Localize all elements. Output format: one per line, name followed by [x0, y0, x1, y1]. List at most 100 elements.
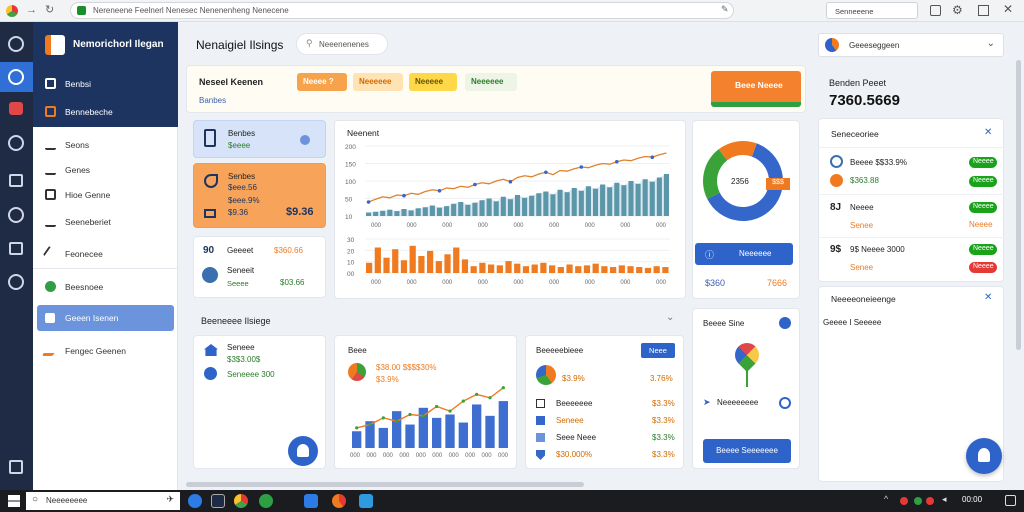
sidebar-item-3[interactable]: Genes — [33, 157, 178, 183]
sidebar-item-1[interactable]: Bennebeche — [33, 99, 178, 125]
back-icon[interactable]: → — [26, 4, 37, 16]
map-card-line: Neeeeeeee — [717, 398, 759, 407]
sidebar-item-9[interactable]: Fengec Geenen — [33, 338, 178, 364]
sidebar-item-5[interactable]: Seeneberiet — [33, 209, 178, 235]
search-input[interactable]: ⚲ Neeenenenes — [296, 33, 388, 55]
volume-icon[interactable]: ◂ — [942, 494, 947, 504]
bar — [618, 265, 625, 273]
horizontal-scrollbar[interactable] — [186, 482, 584, 487]
close-icon[interactable]: ✕ — [1003, 2, 1014, 16]
list-card-tag[interactable]: Neee — [641, 343, 675, 358]
app-icon[interactable] — [359, 494, 373, 508]
list-row-0-label: Beeeeeee — [556, 399, 593, 408]
bar — [479, 200, 485, 216]
analytics-icon[interactable] — [8, 207, 24, 223]
row-4-status[interactable]: Neeee — [969, 262, 997, 273]
fab-button[interactable] — [966, 438, 1002, 474]
page-title: Nenaigiel Ilsings — [196, 38, 284, 52]
row-3-label: 9$ Neeee 3000 — [850, 245, 905, 254]
sidebar-item-0[interactable]: Benbsi — [33, 71, 178, 97]
chevron-down-icon[interactable]: ⌄ — [666, 312, 675, 323]
reload-icon[interactable]: ↻ — [45, 4, 55, 16]
mail-icon[interactable] — [9, 242, 23, 255]
menu-icon[interactable] — [8, 36, 24, 52]
bar — [514, 195, 521, 216]
bar — [422, 207, 428, 216]
row-2-icon: 8J — [830, 202, 842, 213]
row-0-status[interactable]: Neeee — [969, 157, 997, 168]
kpi-card-1-value: $eeee — [228, 141, 251, 150]
user-icon[interactable] — [9, 460, 23, 474]
tray-icon[interactable] — [900, 497, 908, 505]
calendar-icon[interactable] — [9, 102, 23, 115]
google-icon[interactable] — [332, 494, 346, 508]
expand-icon[interactable]: ✕ — [984, 127, 993, 138]
settings-icon[interactable] — [300, 135, 310, 145]
sidebar-item-label: Hioe Genne — [65, 190, 111, 200]
pie-slice — [707, 143, 783, 222]
y-tick-label: 50 — [345, 197, 353, 204]
settings-icon[interactable]: ⚙ — [952, 3, 963, 17]
list-row-2[interactable]: Seee Neee $3.3% — [536, 432, 676, 444]
tab-icon[interactable] — [930, 5, 941, 16]
notification-icon[interactable] — [1005, 495, 1016, 506]
sidebar-item-8[interactable]: Geeen Isenen — [37, 305, 174, 331]
add-button[interactable] — [288, 436, 318, 466]
url-bar[interactable]: Nereneene Feelnerl Nenesec Nenenenheng N… — [70, 2, 734, 19]
data-point — [395, 419, 399, 423]
folder-icon[interactable] — [211, 494, 225, 508]
check-icon[interactable] — [779, 317, 791, 329]
tray-up-icon[interactable]: ^ — [884, 494, 889, 504]
list-row-1[interactable]: Seneee $3.3% — [536, 415, 676, 427]
taskbar-search[interactable]: ○ Neeeeeeee ✈ — [26, 492, 180, 510]
window-icon[interactable] — [978, 5, 989, 16]
bar — [444, 206, 450, 216]
x-tick-label: 000 — [407, 280, 418, 286]
account-select[interactable]: Geeeseggeen ⌄ — [818, 33, 1004, 57]
strip-pill-2[interactable]: Neeeee — [409, 73, 457, 91]
mini-stat-1-sub: Seeee — [227, 279, 249, 288]
strip-pill-3[interactable]: Neeeeee — [465, 73, 517, 91]
bar-card-line1: $38.00 $$$$30% — [376, 363, 437, 372]
bar — [627, 266, 634, 273]
edge-icon[interactable] — [188, 494, 202, 508]
report-icon[interactable] — [9, 174, 23, 187]
gear-icon[interactable] — [8, 274, 24, 290]
search-icon[interactable] — [8, 135, 24, 151]
strip-pill-0[interactable]: Neeee ? — [297, 73, 347, 91]
row-1-status[interactable]: Neeee — [969, 176, 997, 187]
vertical-scrollbar[interactable] — [1016, 60, 1021, 350]
tray-icon[interactable] — [914, 497, 922, 505]
tray-icon[interactable] — [926, 497, 934, 505]
sidebar-item-6[interactable]: Feonecee — [33, 241, 178, 267]
bar — [564, 192, 570, 216]
donut-action-button[interactable]: ⓘ Neeeeee — [695, 243, 793, 265]
list-row-0[interactable]: Beeeeeee $3.3% — [536, 398, 676, 410]
strip-highlight-box[interactable]: Beee Neeee — [711, 71, 801, 107]
expand-icon[interactable]: ✕ — [984, 292, 993, 303]
store-icon[interactable] — [304, 494, 318, 508]
strip-pill-1[interactable]: Neeeeee — [353, 73, 403, 91]
donut-center-label: 2356 — [731, 177, 749, 186]
kpi-card-2[interactable]: Senbes $eee.56 $eee.9% $9.36 $9.36 — [193, 163, 326, 228]
kpi-card-2-line2: $eee.9% — [228, 196, 260, 205]
list-row-3[interactable]: $30.000% $3.3% — [536, 449, 676, 461]
map-button[interactable]: Beeee Seeeeeee — [703, 439, 791, 463]
sidebar-item-2[interactable]: Seons — [33, 132, 178, 158]
row-2-status[interactable]: Neeee — [969, 202, 997, 213]
share-icon[interactable] — [779, 397, 791, 409]
bar-card-line2: $3.9% — [376, 375, 399, 384]
dashboard-icon[interactable] — [8, 69, 24, 85]
photos-icon[interactable] — [259, 494, 273, 508]
bar — [444, 254, 451, 273]
profile-chip[interactable]: Senneeene — [826, 2, 918, 19]
strip-sublabel: Banbes — [199, 96, 227, 105]
sidebar-item-7[interactable]: Beesnoee — [33, 274, 178, 300]
kpi-card-1[interactable]: Benbes $eeee — [193, 120, 326, 158]
sidebar-item-4[interactable]: Hioe Genne — [33, 182, 178, 208]
windows-icon[interactable] — [8, 495, 20, 507]
edit-icon[interactable]: ✎ — [721, 4, 729, 14]
square-icon — [536, 433, 545, 442]
row-3-status[interactable]: Neeee — [969, 244, 997, 255]
chrome-icon[interactable] — [234, 494, 248, 508]
